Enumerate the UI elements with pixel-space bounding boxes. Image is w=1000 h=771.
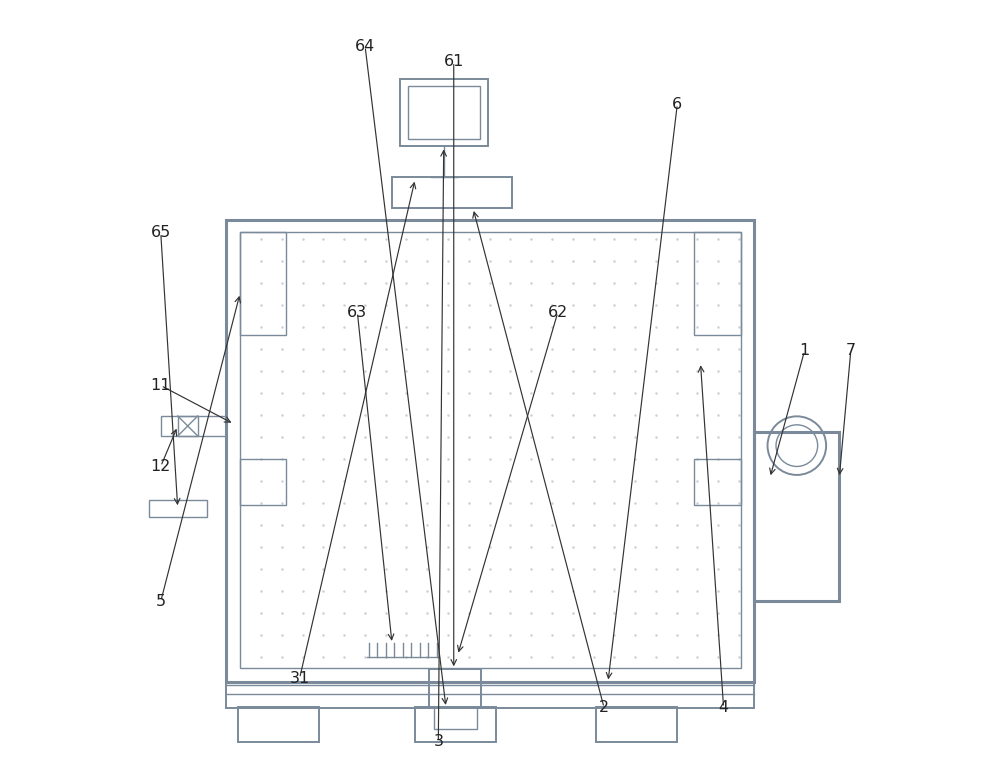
Bar xyxy=(226,682,754,708)
Bar xyxy=(392,177,512,208)
Text: 65: 65 xyxy=(151,225,171,241)
Text: 1: 1 xyxy=(799,343,810,359)
Text: 3: 3 xyxy=(433,734,443,749)
Text: 4: 4 xyxy=(719,700,729,715)
Bar xyxy=(415,707,496,742)
Bar xyxy=(240,232,741,668)
Bar xyxy=(596,707,677,742)
Bar xyxy=(178,416,198,436)
Bar xyxy=(240,232,286,335)
Text: 64: 64 xyxy=(355,39,375,54)
Bar xyxy=(754,432,839,601)
Bar xyxy=(694,232,741,335)
Bar xyxy=(434,707,477,729)
Bar xyxy=(240,459,286,505)
Bar xyxy=(694,459,741,505)
Bar xyxy=(429,669,481,708)
Text: 5: 5 xyxy=(156,594,166,609)
Text: 11: 11 xyxy=(151,378,171,393)
Text: 63: 63 xyxy=(347,305,367,320)
Bar xyxy=(161,416,226,436)
Text: 7: 7 xyxy=(846,343,856,359)
Bar xyxy=(238,707,319,742)
Bar xyxy=(408,86,480,139)
Text: 62: 62 xyxy=(548,305,568,320)
Text: 12: 12 xyxy=(151,459,171,474)
Bar xyxy=(400,79,488,146)
Text: 31: 31 xyxy=(289,671,310,686)
Bar xyxy=(149,500,207,517)
Text: 2: 2 xyxy=(599,700,609,715)
Text: 61: 61 xyxy=(444,54,464,69)
Text: 6: 6 xyxy=(672,96,682,112)
Bar xyxy=(226,220,754,682)
